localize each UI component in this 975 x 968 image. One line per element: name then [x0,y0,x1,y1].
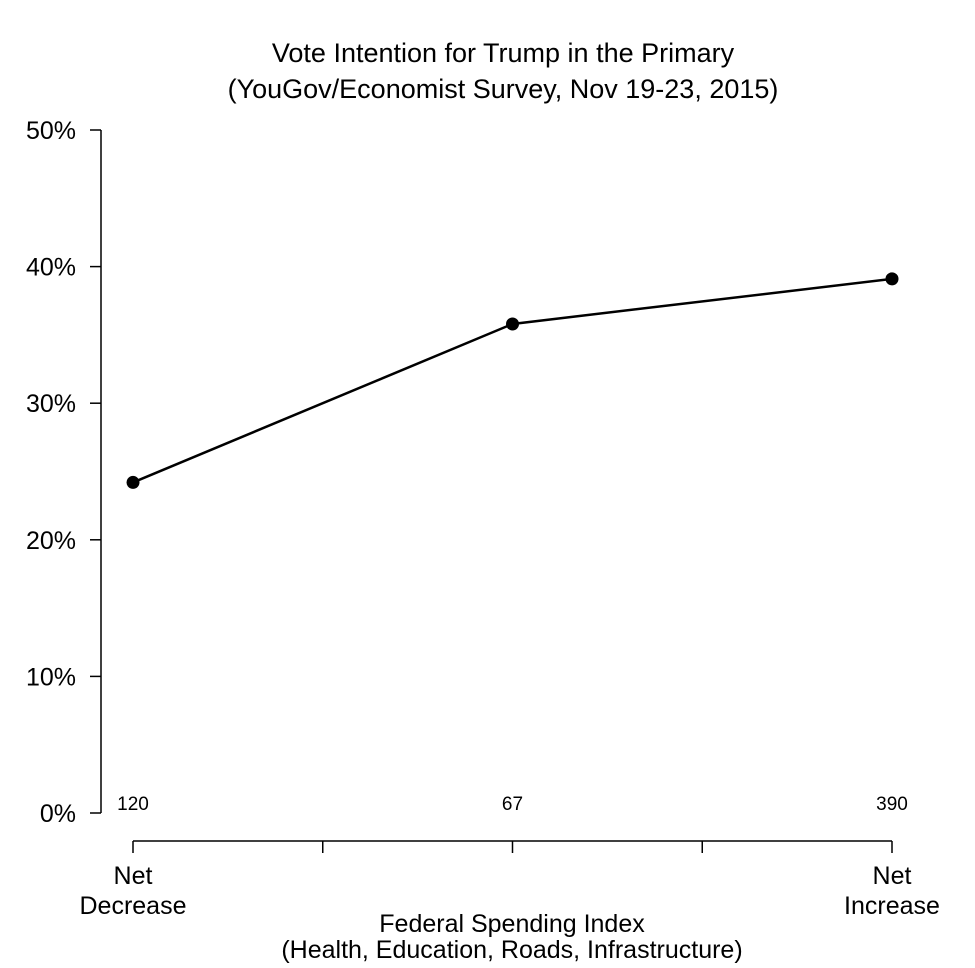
x-tick-label-line1: Net [114,862,153,890]
y-axis: 0% 10% 20% 30% 40% 50% [26,117,102,828]
y-tick-label: 40% [26,254,76,282]
sample-size-label: 390 [876,794,908,815]
sample-size-label: 120 [117,794,149,815]
y-tick-label: 50% [26,117,76,145]
x-tick-label-line1: Net [873,862,912,890]
x-tick-label-line2: Decrease [80,892,187,920]
data-point [885,272,899,286]
sample-size-label: 67 [502,794,523,815]
sample-size-labels: 120 67 390 [117,794,908,815]
y-tick-label: 0% [40,800,76,828]
series-path [132,277,893,484]
x-tick-label-line2: Increase [844,892,940,920]
y-tick-label: 10% [26,663,76,691]
y-tick-label: 30% [26,390,76,418]
chart-title: Vote Intention for Trump in the Primary [272,38,735,68]
y-tick-label: 20% [26,527,76,555]
chart-subtitle: (YouGov/Economist Survey, Nov 19-23, 201… [228,74,779,104]
x-axis-label: Federal Spending Index [379,910,645,938]
x-axis-sublabel: (Health, Education, Roads, Infrastructur… [281,936,742,964]
data-point [126,475,140,489]
series-line [126,272,899,489]
data-point [506,317,519,331]
